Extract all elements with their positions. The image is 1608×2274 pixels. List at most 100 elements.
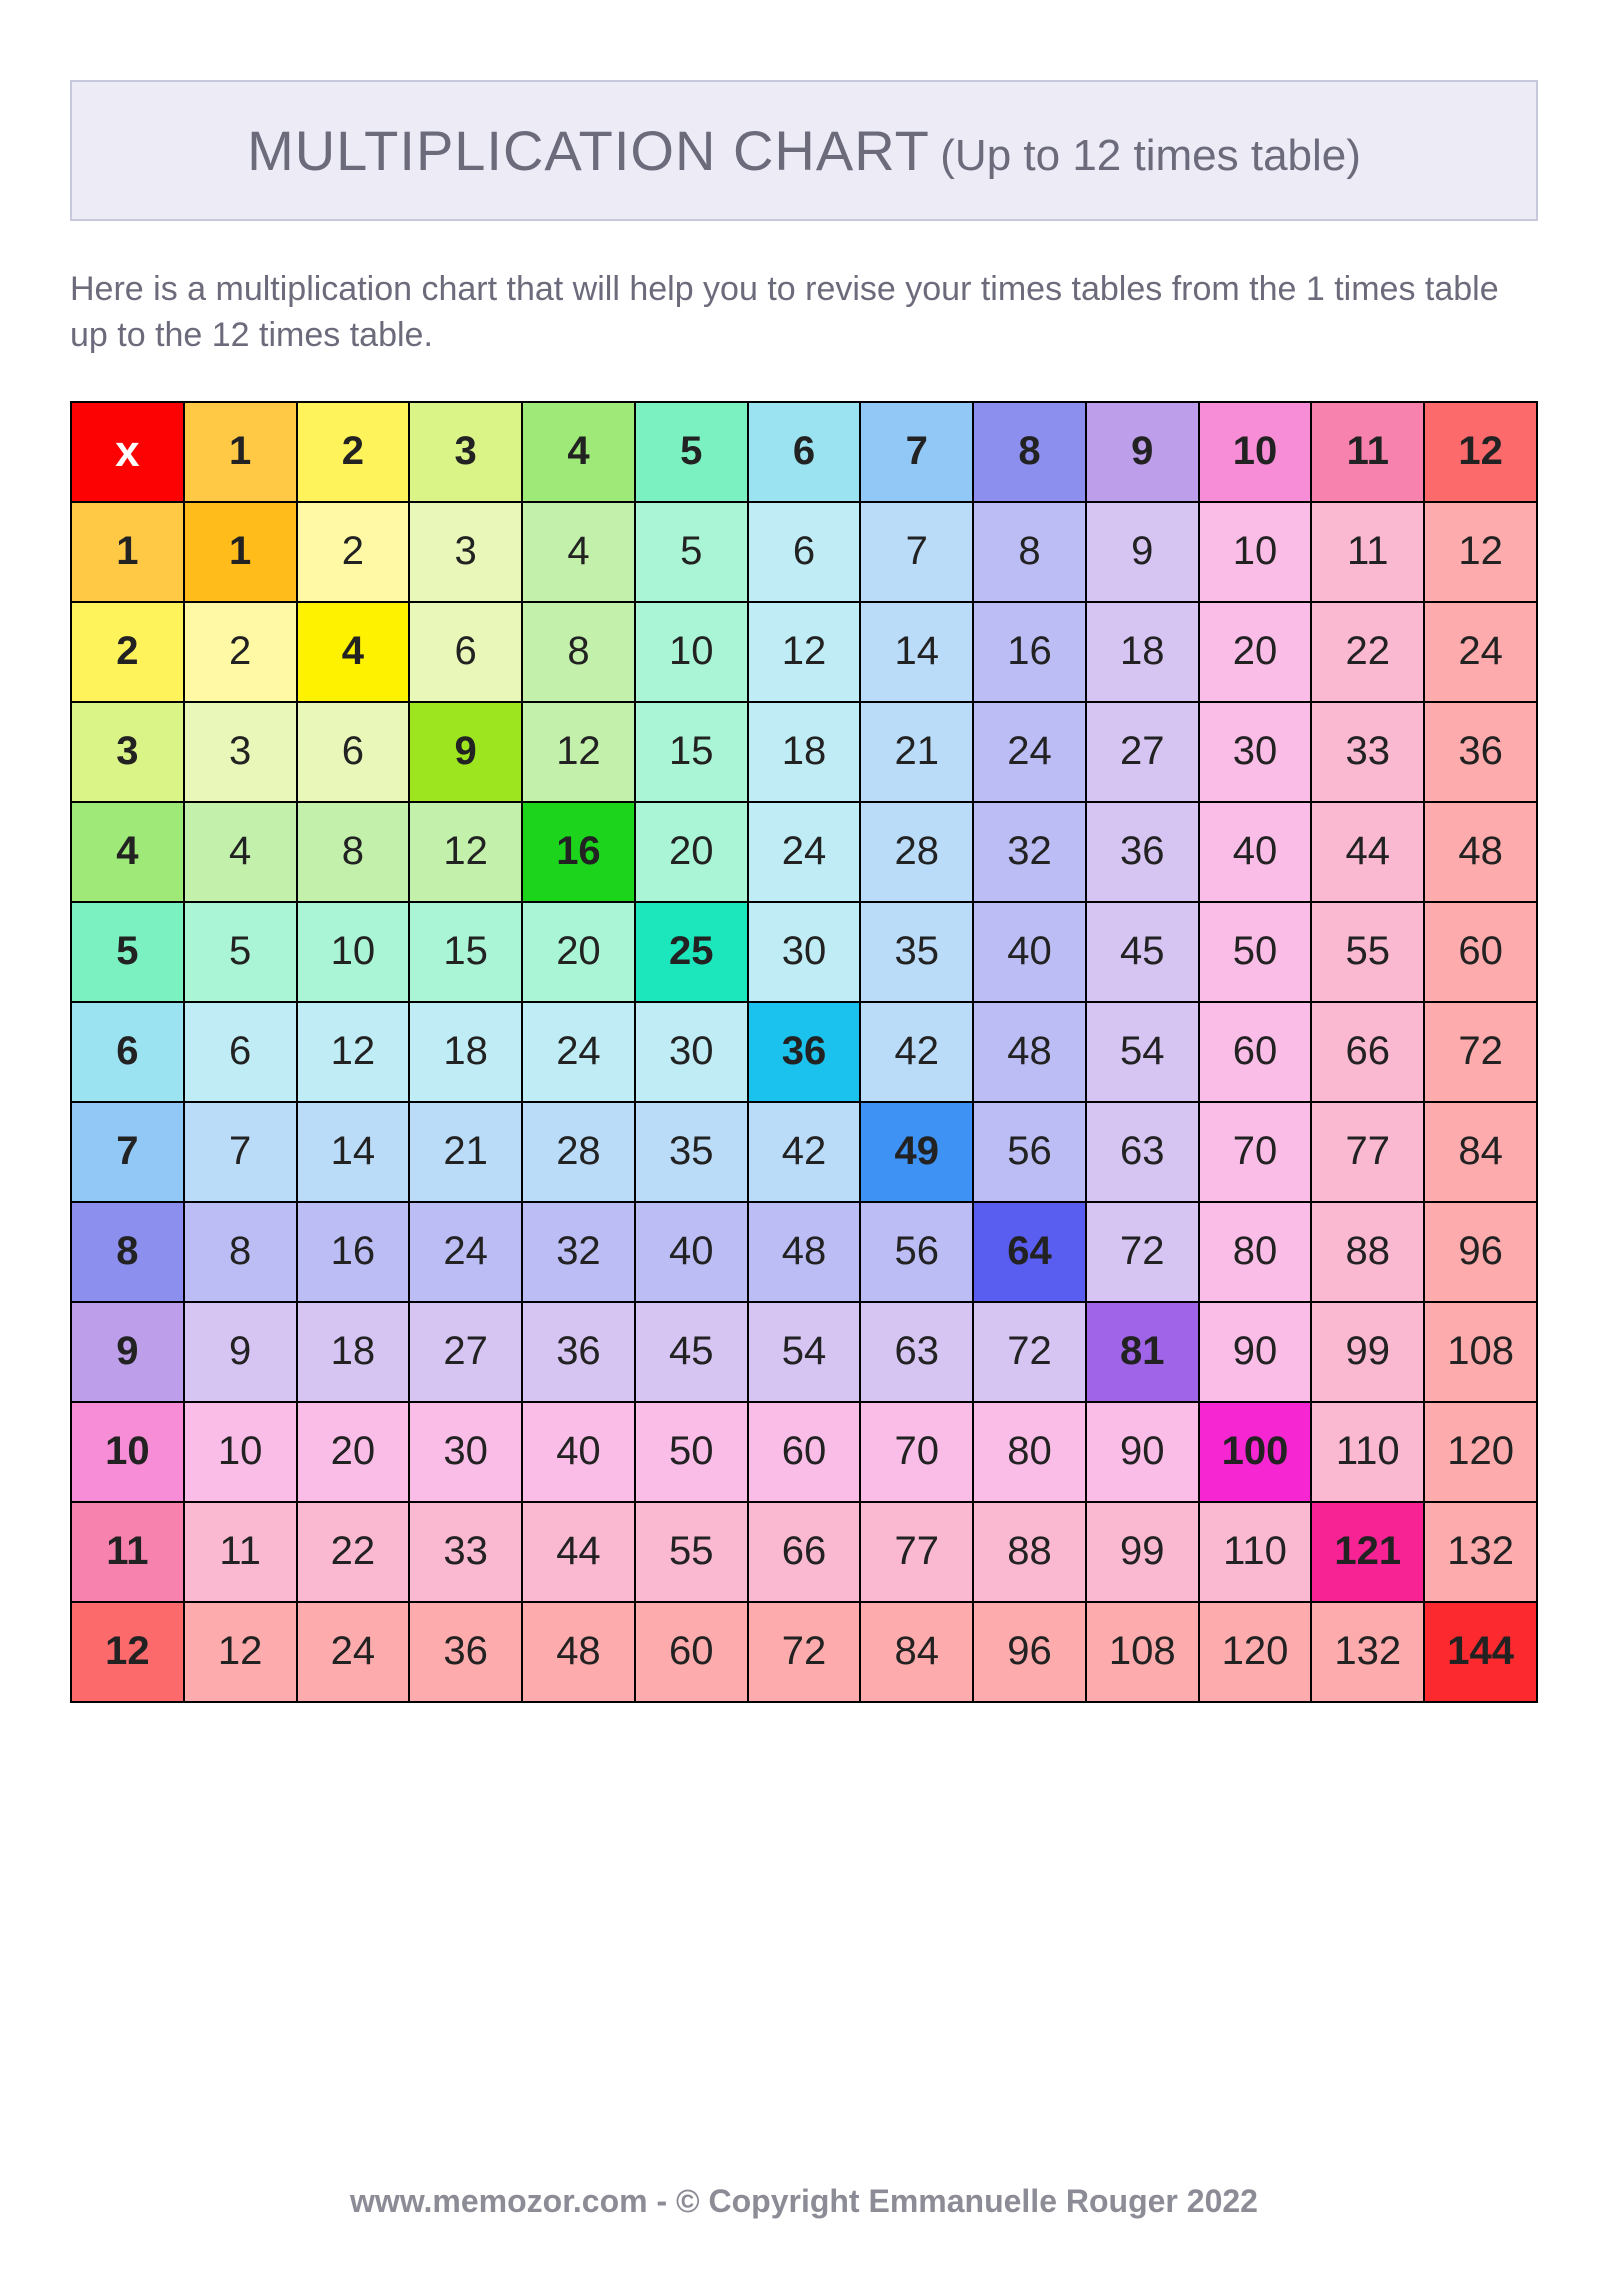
table-cell: 9 <box>1086 502 1199 602</box>
table-cell: 108 <box>1424 1302 1537 1402</box>
table-cell: 56 <box>973 1102 1086 1202</box>
table-cell: 18 <box>748 702 861 802</box>
table-cell: 72 <box>1086 1202 1199 1302</box>
table-cell: 25 <box>635 902 748 1002</box>
table-cell: 35 <box>635 1102 748 1202</box>
table-cell: 8 <box>297 802 410 902</box>
table-cell: 12 <box>748 602 861 702</box>
table-cell: 3 <box>409 502 522 602</box>
table-cell: 8 <box>522 602 635 702</box>
table-cell: 11 <box>184 1502 297 1602</box>
column-header: 10 <box>1199 402 1312 502</box>
table-cell: 70 <box>860 1402 973 1502</box>
table-cell: 132 <box>1424 1502 1537 1602</box>
column-header: 8 <box>973 402 1086 502</box>
table-cell: 77 <box>1311 1102 1424 1202</box>
table-cell: 12 <box>409 802 522 902</box>
table-cell: 30 <box>409 1402 522 1502</box>
table-cell: 45 <box>1086 902 1199 1002</box>
table-cell: 32 <box>522 1202 635 1302</box>
table-cell: 12 <box>522 702 635 802</box>
row-header: 3 <box>71 702 184 802</box>
table-cell: 35 <box>860 902 973 1002</box>
table-cell: 4 <box>522 502 635 602</box>
table-cell: 5 <box>635 502 748 602</box>
table-cell: 77 <box>860 1502 973 1602</box>
table-cell: 48 <box>973 1002 1086 1102</box>
table-cell: 18 <box>409 1002 522 1102</box>
table-cell: 6 <box>409 602 522 702</box>
title-sub: (Up to 12 times table) <box>940 131 1361 180</box>
table-cell: 120 <box>1199 1602 1312 1702</box>
table-cell: 22 <box>297 1502 410 1602</box>
row-header: 1 <box>71 502 184 602</box>
column-header: 7 <box>860 402 973 502</box>
table-cell: 88 <box>973 1502 1086 1602</box>
table-cell: 30 <box>635 1002 748 1102</box>
table-cell: 24 <box>1424 602 1537 702</box>
table-cell: 49 <box>860 1102 973 1202</box>
table-cell: 6 <box>297 702 410 802</box>
table-cell: 2 <box>184 602 297 702</box>
column-header: 11 <box>1311 402 1424 502</box>
table-cell: 72 <box>748 1602 861 1702</box>
column-header: 1 <box>184 402 297 502</box>
table-cell: 18 <box>297 1302 410 1402</box>
table-cell: 5 <box>184 902 297 1002</box>
table-cell: 132 <box>1311 1602 1424 1702</box>
table-cell: 10 <box>297 902 410 1002</box>
table-cell: 108 <box>1086 1602 1199 1702</box>
table-cell: 40 <box>522 1402 635 1502</box>
table-cell: 56 <box>860 1202 973 1302</box>
table-cell: 30 <box>1199 702 1312 802</box>
table-cell: 16 <box>522 802 635 902</box>
table-cell: 6 <box>184 1002 297 1102</box>
multiplication-table: x123456789101112112345678910111222468101… <box>70 401 1538 1703</box>
table-cell: 60 <box>635 1602 748 1702</box>
table-cell: 27 <box>409 1302 522 1402</box>
table-cell: 10 <box>635 602 748 702</box>
table-cell: 55 <box>635 1502 748 1602</box>
table-cell: 48 <box>748 1202 861 1302</box>
table-cell: 28 <box>522 1102 635 1202</box>
table-cell: 15 <box>409 902 522 1002</box>
table-cell: 4 <box>297 602 410 702</box>
table-cell: 60 <box>1199 1002 1312 1102</box>
table-cell: 44 <box>1311 802 1424 902</box>
row-header: 4 <box>71 802 184 902</box>
table-cell: 6 <box>748 502 861 602</box>
table-cell: 96 <box>1424 1202 1537 1302</box>
table-cell: 9 <box>409 702 522 802</box>
table-cell: 40 <box>1199 802 1312 902</box>
table-cell: 72 <box>1424 1002 1537 1102</box>
table-cell: 80 <box>973 1402 1086 1502</box>
table-corner: x <box>71 402 184 502</box>
table-cell: 33 <box>409 1502 522 1602</box>
table-cell: 36 <box>409 1602 522 1702</box>
column-header: 3 <box>409 402 522 502</box>
table-cell: 70 <box>1199 1102 1312 1202</box>
table-cell: 7 <box>184 1102 297 1202</box>
table-cell: 40 <box>973 902 1086 1002</box>
table-cell: 28 <box>860 802 973 902</box>
table-cell: 30 <box>748 902 861 1002</box>
table-cell: 1 <box>184 502 297 602</box>
table-cell: 50 <box>1199 902 1312 1002</box>
row-header: 6 <box>71 1002 184 1102</box>
table-cell: 22 <box>1311 602 1424 702</box>
table-cell: 7 <box>860 502 973 602</box>
row-header: 7 <box>71 1102 184 1202</box>
table-cell: 27 <box>1086 702 1199 802</box>
column-header: 6 <box>748 402 861 502</box>
table-cell: 18 <box>1086 602 1199 702</box>
table-cell: 24 <box>522 1002 635 1102</box>
table-cell: 15 <box>635 702 748 802</box>
title-main: MULTIPLICATION CHART <box>247 119 930 182</box>
table-cell: 8 <box>973 502 1086 602</box>
row-header: 5 <box>71 902 184 1002</box>
table-cell: 3 <box>184 702 297 802</box>
row-header: 10 <box>71 1402 184 1502</box>
table-cell: 63 <box>1086 1102 1199 1202</box>
table-cell: 72 <box>973 1302 1086 1402</box>
table-cell: 12 <box>184 1602 297 1702</box>
